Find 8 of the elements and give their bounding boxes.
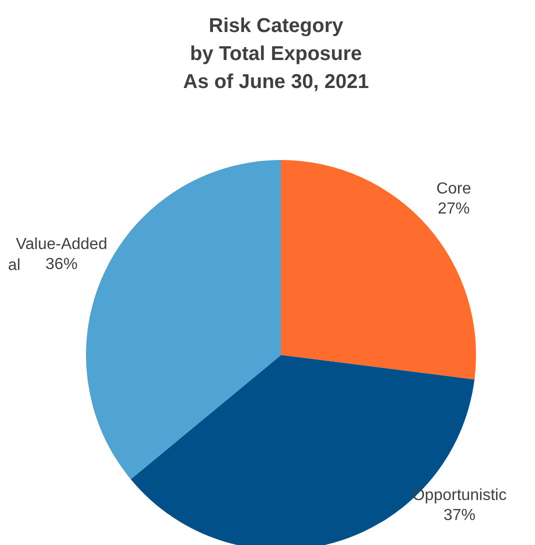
slice-label: Core <box>436 180 472 198</box>
text: al <box>8 257 20 274</box>
chart-title: Risk Category by Total Exposure As of June 30, 2021 <box>183 15 369 93</box>
data-label: 27% <box>438 200 470 218</box>
data-label: 37% <box>443 507 476 524</box>
slice-label: Value-Added <box>16 236 108 254</box>
slice-label: Opportunistic <box>412 487 507 504</box>
data-label: 36% <box>46 256 78 274</box>
